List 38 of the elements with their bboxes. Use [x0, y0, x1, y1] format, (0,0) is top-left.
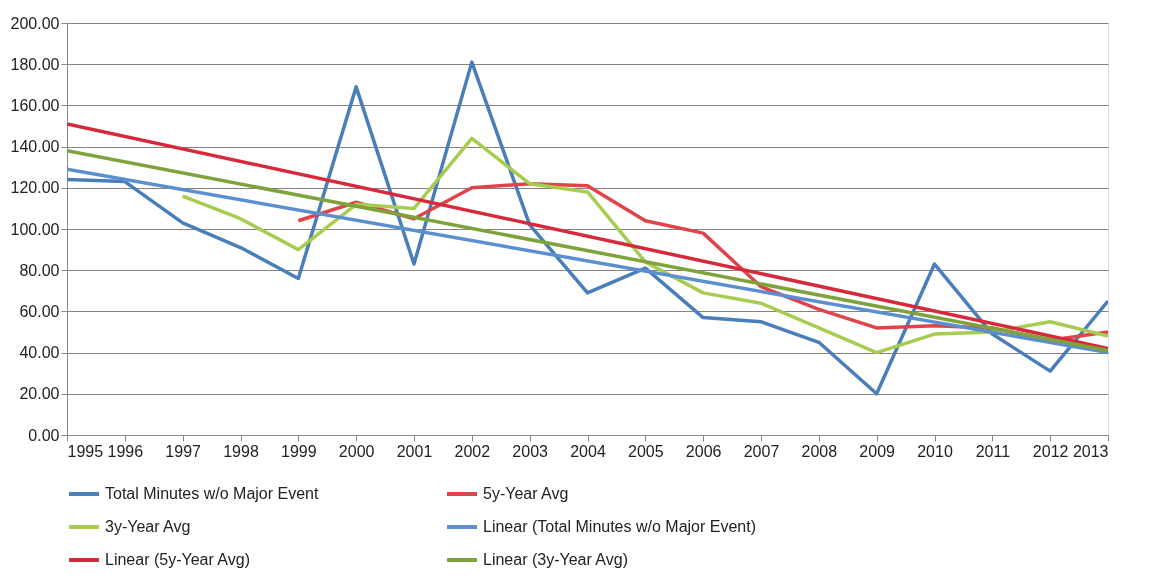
legend-label: 5y-Year Avg — [483, 485, 569, 502]
x-tick-label: 2005 — [628, 442, 664, 460]
legend-label: 3y-Year Avg — [105, 518, 191, 535]
x-tick-label: 2000 — [338, 442, 375, 460]
legend-label: Linear (Total Minutes w/o Major Event) — [483, 518, 756, 535]
y-tick-label: 100.00 — [10, 220, 60, 238]
x-tick-label: 2009 — [859, 442, 896, 460]
x-tick-label: 2010 — [917, 442, 953, 460]
x-tick-label: 1995 — [67, 442, 104, 460]
x-tick-label: 2008 — [801, 442, 838, 460]
y-tick-label: 120.00 — [10, 179, 60, 197]
x-tick-label: 2001 — [396, 442, 433, 460]
x-tick-label: 2003 — [512, 442, 549, 460]
x-tick-label: 2004 — [570, 442, 606, 460]
legend-label: Total Minutes w/o Major Event — [105, 485, 319, 502]
x-tick-label: 2006 — [685, 442, 722, 460]
x-tick-label: 2002 — [454, 442, 491, 460]
legend-label: Linear (5y-Year Avg) — [105, 551, 250, 568]
y-tick-label: 80.00 — [19, 261, 60, 279]
y-tick-label: 180.00 — [10, 55, 60, 73]
x-tick-label: 1996 — [107, 442, 144, 460]
y-tick-label: 160.00 — [10, 96, 60, 114]
line-series — [180, 136, 1108, 355]
y-tick-label: 140.00 — [10, 138, 60, 156]
x-tick-label: 2012 — [1032, 442, 1069, 460]
x-tick-label: 1999 — [281, 442, 317, 460]
y-tick-label: 40.00 — [19, 344, 60, 362]
line-series — [67, 60, 1108, 396]
y-tick-label: 60.00 — [19, 302, 60, 320]
legend-label: Linear (3y-Year Avg) — [483, 551, 628, 568]
y-tick-label: 20.00 — [19, 385, 60, 403]
x-tick-label: 2007 — [743, 442, 780, 460]
y-tick-label: 0.00 — [28, 426, 60, 444]
x-tick-label: 1997 — [165, 442, 202, 460]
x-tick-label: 2013 — [1072, 442, 1109, 460]
x-tick-label: 1998 — [223, 442, 259, 460]
y-tick-label: 200.00 — [10, 14, 60, 32]
x-tick-label: 2011 — [975, 442, 1011, 460]
